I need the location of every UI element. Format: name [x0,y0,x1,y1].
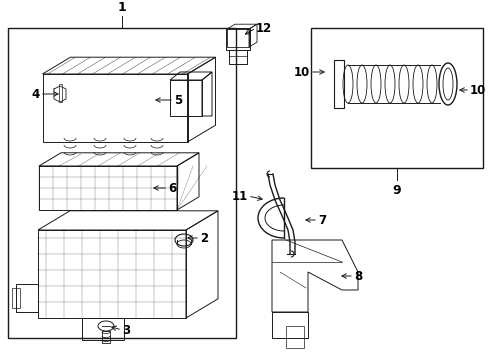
Bar [228,50,246,64]
Text: 6: 6 [168,181,176,194]
Bar [12,288,20,308]
Text: 4: 4 [32,87,40,100]
Text: 3: 3 [122,324,130,337]
Bar [59,84,62,102]
Bar [39,166,177,210]
Bar [8,28,236,338]
Bar [42,74,187,142]
Bar [102,331,110,343]
Bar [310,28,482,168]
Text: 9: 9 [392,184,401,197]
Bar [226,29,248,47]
Text: 11: 11 [231,189,247,202]
Bar [82,318,124,340]
Bar [170,80,202,116]
Text: 10: 10 [293,66,309,78]
Text: 12: 12 [256,22,272,35]
Bar [38,230,185,318]
Text: 10: 10 [469,84,485,96]
Text: 2: 2 [200,231,208,244]
Text: 8: 8 [353,270,362,283]
Bar [225,28,249,50]
Bar [271,312,307,338]
Bar [16,284,38,312]
Bar [285,326,304,348]
Bar [333,60,343,108]
Text: 5: 5 [174,94,182,107]
Text: 7: 7 [317,213,325,226]
Text: 1: 1 [118,1,126,14]
